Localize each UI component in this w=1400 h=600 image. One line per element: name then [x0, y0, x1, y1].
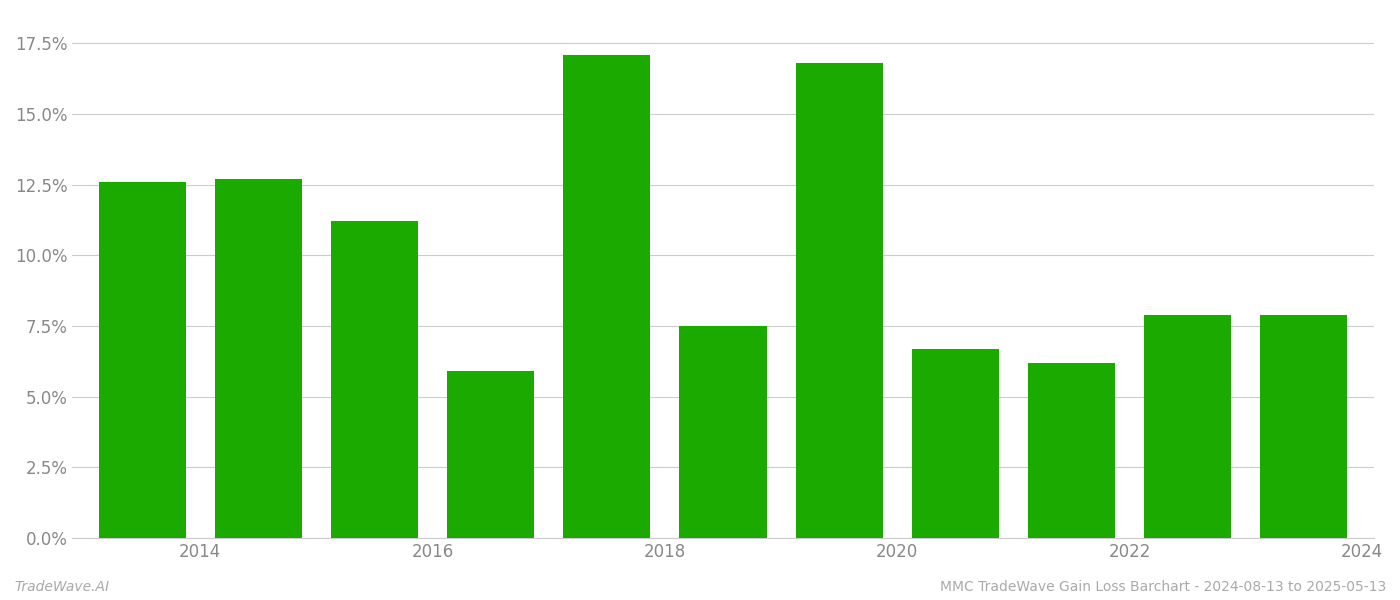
Text: TradeWave.AI: TradeWave.AI — [14, 580, 109, 594]
Bar — [563, 55, 651, 538]
Bar — [98, 182, 186, 538]
Bar — [795, 63, 883, 538]
Bar — [1144, 315, 1231, 538]
Bar — [214, 179, 302, 538]
Bar — [1028, 363, 1114, 538]
Bar — [1260, 315, 1347, 538]
Bar — [911, 349, 1000, 538]
Bar — [330, 221, 419, 538]
Bar — [447, 371, 535, 538]
Text: MMC TradeWave Gain Loss Barchart - 2024-08-13 to 2025-05-13: MMC TradeWave Gain Loss Barchart - 2024-… — [939, 580, 1386, 594]
Bar — [679, 326, 767, 538]
